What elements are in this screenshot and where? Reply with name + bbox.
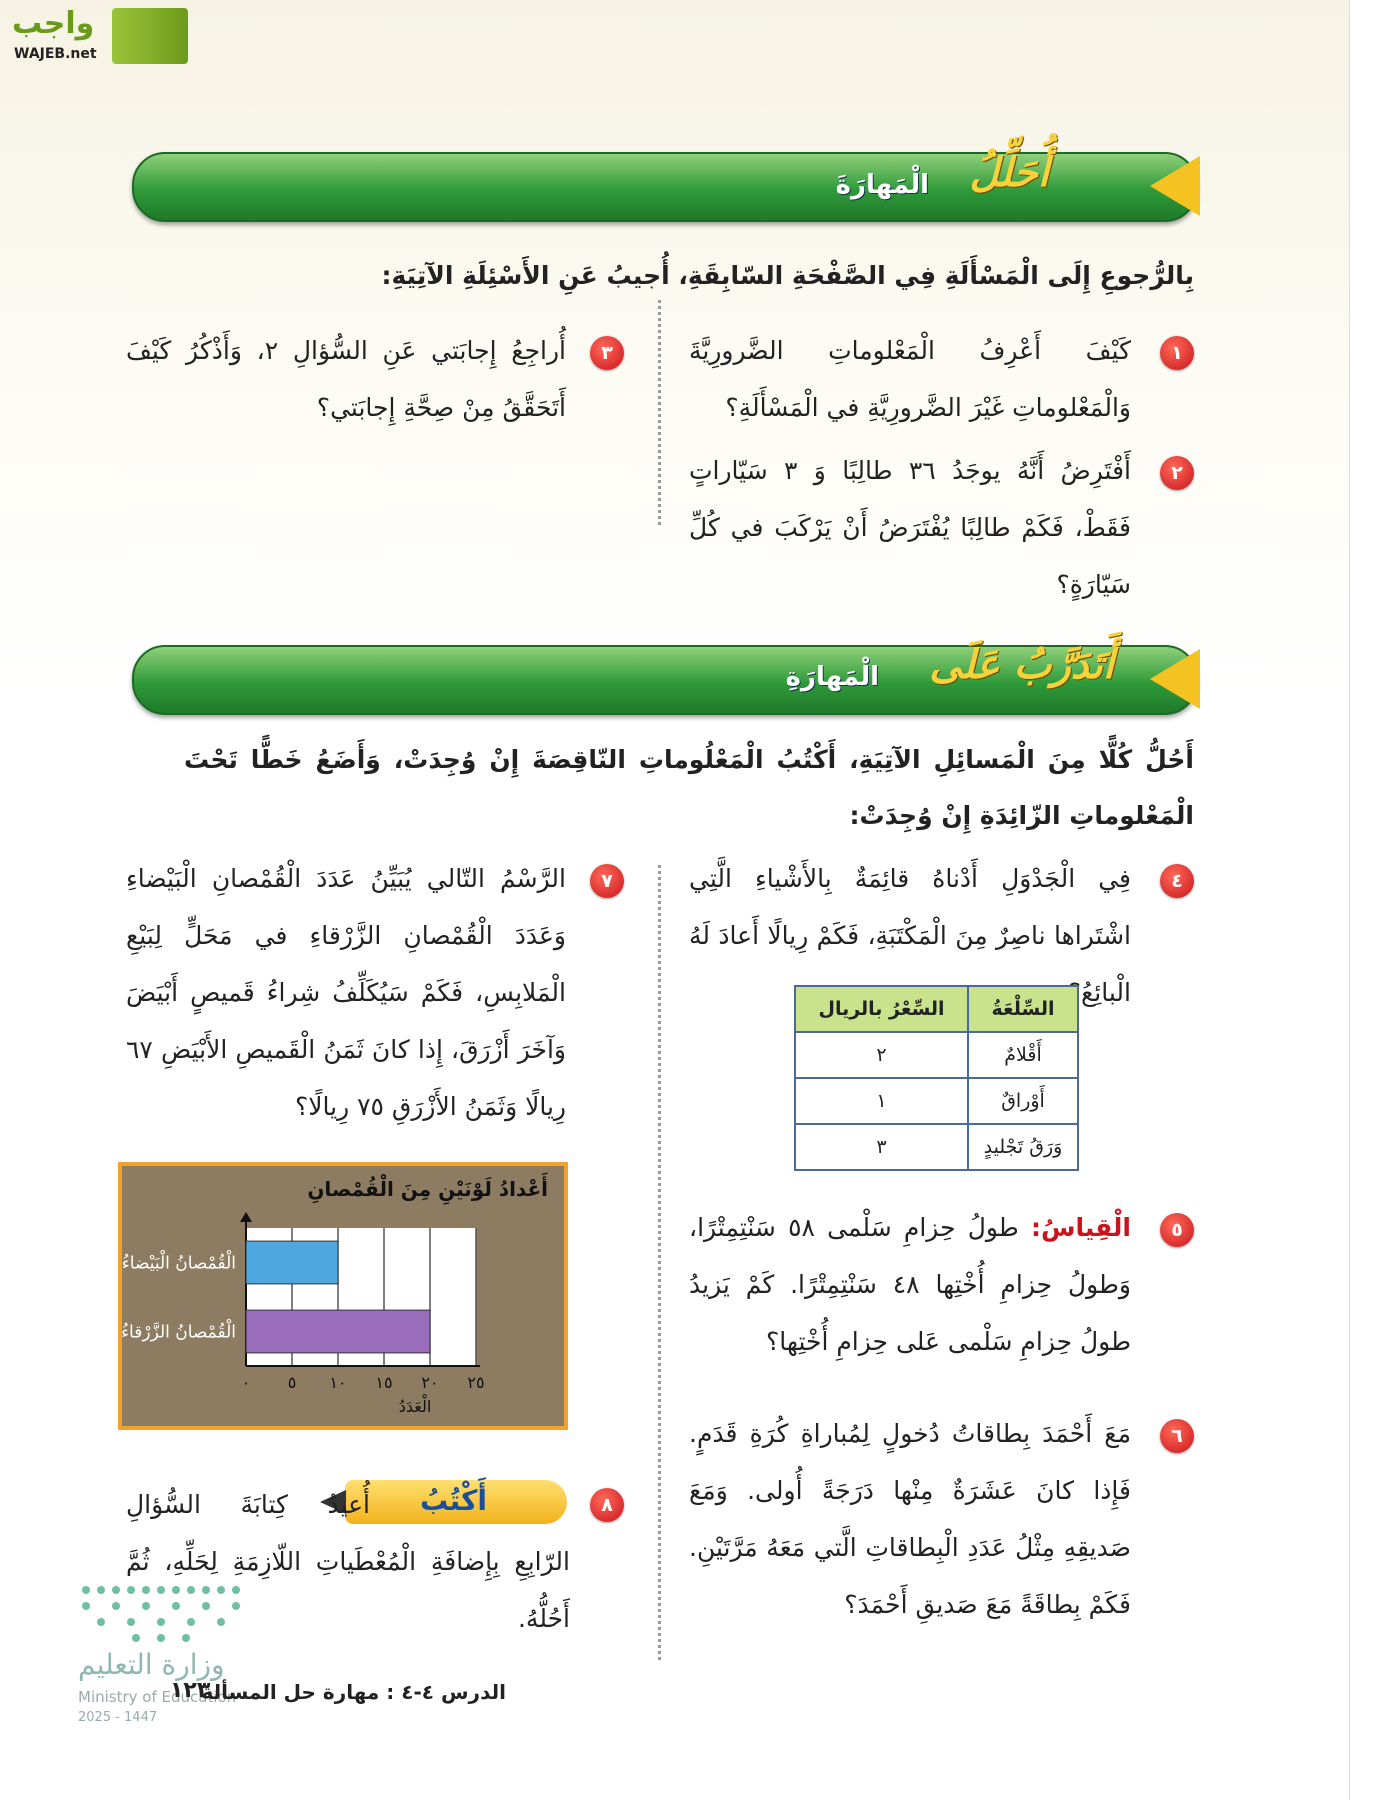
question-number: ٥ bbox=[1160, 1213, 1194, 1247]
header-cell: السِّعْرُ بالريال bbox=[793, 985, 970, 1033]
cell: أَوْراقٌ bbox=[967, 1077, 1079, 1125]
y-tick-label: الْقُمْصانُ الزَّرْقاءُ bbox=[121, 1319, 236, 1343]
instructions: أَحُلُّ كُلًّا مِنَ الْمَسائِلِ الآتِيَة… bbox=[184, 745, 1194, 830]
cell: ٣ bbox=[793, 1123, 970, 1171]
question-number: ٦ bbox=[1160, 1419, 1194, 1453]
bar bbox=[245, 1240, 339, 1285]
bar bbox=[245, 1309, 431, 1354]
lesson-footer: الدرس ٤-٤ : مهارة حل المسألة bbox=[201, 1680, 506, 1704]
logo-dots bbox=[82, 1586, 240, 1642]
question-number: ٣ bbox=[590, 336, 624, 370]
intro: بِالرُّجوعِ إِلَى الْمَسْأَلَةِ فِي الصَ… bbox=[381, 261, 1194, 290]
bar-chart: أَعْدادُ لَوْنَيْنِ مِنَ الْقُمْصانِ الْ… bbox=[118, 1162, 568, 1430]
question-number: ٨ bbox=[590, 1488, 624, 1522]
section-subtitle: الْمَهارَةَ bbox=[835, 170, 929, 200]
cell: وَرَقُ تَجْليدٍ bbox=[967, 1123, 1079, 1171]
section-subtitle: الْمَهارَةِ bbox=[785, 662, 879, 692]
question-number: ٢ bbox=[1160, 456, 1194, 490]
axis-arrow bbox=[240, 1212, 252, 1222]
chart-title: أَعْدادُ لَوْنَيْنِ مِنَ الْقُمْصانِ bbox=[307, 1172, 548, 1205]
pencil-tip bbox=[320, 1490, 346, 1514]
logo-name: واجب bbox=[12, 6, 95, 41]
column-separator bbox=[658, 865, 661, 1660]
table-header: السِّلْعَةُ السِّعْرُ بالريال bbox=[793, 985, 1079, 1033]
table-row: أَوْراقٌ ١ bbox=[793, 1077, 1079, 1125]
question-text: أُعيدُ كِتابَةَ السُّؤالِ الرّابِعِ بِإِ… bbox=[126, 1490, 570, 1633]
header-arrow bbox=[1150, 649, 1200, 709]
price-table: السِّلْعَةُ السِّعْرُ بالريال أَقْلامٌ ٢ أ… bbox=[793, 985, 1079, 1171]
question-text: فِي الْجَدْوَلِ أَدْناهُ قائِمَةٌ بِالأَ… bbox=[689, 864, 1131, 1007]
question-label: الْقِياسُ: bbox=[1030, 1213, 1131, 1242]
header-cell: السِّلْعَةُ bbox=[967, 985, 1079, 1033]
table-row: أَقْلامٌ ٢ bbox=[793, 1031, 1079, 1079]
logo-site: WAJEB.net bbox=[14, 46, 97, 62]
x-tick-label: ٥ bbox=[288, 1373, 297, 1392]
write-badge bbox=[345, 1480, 567, 1524]
question-number: ١ bbox=[1160, 336, 1194, 370]
question-text: الرَّسْمُ التّالي يُبَيِّنُ عَدَدَ الْقُ… bbox=[126, 864, 566, 1121]
write-badge-text: أَكْتُبُ bbox=[420, 1484, 487, 1517]
cell: أَقْلامٌ bbox=[967, 1031, 1079, 1079]
cell: ١ bbox=[793, 1077, 970, 1125]
page: واجب WAJEB.net أُحَلِّلُ الْمَهارَةَ بِا… bbox=[0, 0, 1350, 1800]
x-tick-label: ٢٠ bbox=[421, 1373, 438, 1392]
section-title: أَتَدَرَّبُ عَلَى bbox=[929, 642, 1114, 688]
ministry-name-en: Ministry of Education bbox=[78, 1688, 237, 1706]
ministry-logo bbox=[82, 1586, 240, 1642]
question-text: مَعَ أَحْمَدَ بِطاقاتُ دُخولٍ لِمُباراةِ… bbox=[689, 1419, 1131, 1619]
section-header bbox=[132, 645, 1200, 715]
x-axis-label: الْعَدَدُ bbox=[399, 1394, 432, 1416]
y-tick-label: الْقُمْصانُ الْبَيْضاءُ bbox=[122, 1250, 236, 1274]
logo: واجب WAJEB.net bbox=[8, 6, 188, 68]
header-arrow bbox=[1150, 156, 1200, 216]
question-text: أَفْتَرِضُ أَنَّهُ يوجَدُ ٣٦ طالِبًا وَ … bbox=[689, 456, 1131, 599]
section-header bbox=[132, 152, 1200, 222]
x-tick-label: ١٥ bbox=[375, 1373, 392, 1392]
column-separator bbox=[658, 300, 661, 525]
question-number: ٧ bbox=[590, 864, 624, 898]
x-tick-label: ٠ bbox=[242, 1373, 251, 1392]
question-body: طولُ حِزامِ سَلْمى ٥٨ سَنْتِمِتْرًا، وَط… bbox=[689, 1213, 1131, 1356]
x-tick-label: ١٠ bbox=[329, 1373, 346, 1392]
question-text: الْقِياسُ: طولُ حِزامِ سَلْمى ٥٨ سَنْتِم… bbox=[689, 1199, 1131, 1370]
x-tick-label: ٢٥ bbox=[467, 1373, 484, 1392]
year: 2025 - 1447 bbox=[78, 1710, 158, 1725]
question-number: ٤ bbox=[1160, 864, 1194, 898]
question-text: كَيْفَ أَعْرِفُ الْمَعْلوماتِ الضَّرورِي… bbox=[689, 336, 1131, 422]
question-text: أُراجِعُ إِجابَتي عَنِ السُّؤالِ ٢، وَأَ… bbox=[126, 336, 566, 422]
section-title: أُحَلِّلُ bbox=[969, 150, 1049, 196]
cell: ٢ bbox=[793, 1031, 970, 1079]
logo-book bbox=[112, 8, 188, 64]
page-number: ١٢٣ bbox=[170, 1678, 211, 1703]
ministry-name: وزارة التعليم bbox=[78, 1648, 225, 1681]
table-row: وَرَقُ تَجْليدٍ ٣ bbox=[793, 1123, 1079, 1171]
